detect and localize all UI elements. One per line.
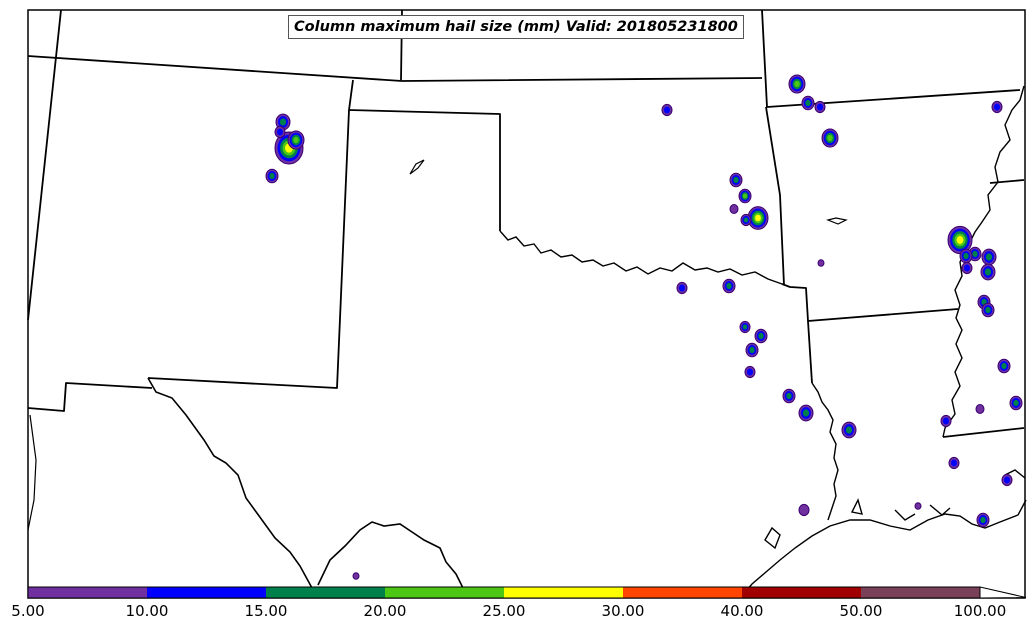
hail-cell xyxy=(265,168,279,184)
colorbar-segment xyxy=(504,587,623,598)
hail-cell xyxy=(821,128,839,148)
hail-cell xyxy=(754,328,768,344)
hail-cell xyxy=(788,74,806,94)
map-title: Column maximum hail size (mm) Valid: 201… xyxy=(288,15,744,39)
hail-cell xyxy=(739,320,751,334)
hail-cell xyxy=(729,204,739,214)
colorbar-tick-label: 25.00 xyxy=(482,602,526,620)
hail-cell xyxy=(729,172,743,188)
hail-cell xyxy=(940,414,952,428)
colorbar-segment xyxy=(28,587,147,598)
hail-cell xyxy=(782,388,796,404)
hail-cell xyxy=(798,503,810,517)
hail-cell xyxy=(740,213,752,227)
texas-boundary xyxy=(147,377,469,599)
colorbar xyxy=(27,586,1027,599)
colorbar-segment xyxy=(742,587,861,598)
colorbar-segment xyxy=(623,587,742,598)
hail-cell xyxy=(947,225,973,255)
hail-cell xyxy=(661,103,673,117)
colorbar-segment xyxy=(861,587,980,598)
hail-cell xyxy=(738,188,752,204)
state-boundaries xyxy=(27,9,1025,438)
colorbar-tick-label: 50.00 xyxy=(839,602,883,620)
hail-cell xyxy=(747,206,769,230)
hail-cell xyxy=(914,502,922,510)
gulf-coastline xyxy=(739,469,1027,599)
hail-cell xyxy=(976,512,990,528)
hail-cell xyxy=(274,125,286,139)
hail-cell xyxy=(997,358,1011,374)
colorbar-segment xyxy=(266,587,385,598)
hail-cell xyxy=(814,100,826,114)
hail-cell xyxy=(1009,395,1023,411)
colorbar-tick-label: 30.00 xyxy=(601,602,645,620)
hail-cell xyxy=(948,456,960,470)
lake-outlines xyxy=(27,159,848,531)
hail-cell xyxy=(980,263,996,281)
hail-cell xyxy=(745,342,759,358)
hail-cell xyxy=(959,248,973,264)
sabine-river xyxy=(811,382,839,521)
hail-cell xyxy=(1001,473,1013,487)
colorbar-segment xyxy=(147,587,266,598)
hail-cell xyxy=(991,100,1003,114)
hail-cell xyxy=(975,404,985,414)
hail-cell xyxy=(352,572,360,580)
hail-cells xyxy=(265,74,1023,580)
hail-cell xyxy=(817,259,825,267)
mississippi-river xyxy=(942,85,1025,438)
colorbar-tick-label: 15.00 xyxy=(244,602,288,620)
hail-cell xyxy=(676,281,688,295)
colorbar-tick-label: 10.00 xyxy=(125,602,169,620)
colorbar-segment xyxy=(385,587,504,598)
hail-cell xyxy=(981,248,997,266)
hail-cell xyxy=(722,278,736,294)
hail-cell xyxy=(287,130,305,150)
colorbar-tick-label: 20.00 xyxy=(363,602,407,620)
hail-cell xyxy=(744,365,756,379)
hail-cell xyxy=(841,421,857,439)
hail-cell xyxy=(801,95,815,111)
hail-cell xyxy=(981,302,995,318)
hail-cell xyxy=(798,404,814,422)
red-river xyxy=(499,230,783,285)
colorbar-tick-label: 100.00 xyxy=(953,602,1007,620)
colorbar-frame xyxy=(27,586,981,599)
colorbar-tick-label: 40.00 xyxy=(720,602,764,620)
colorbar-tick-label: 5.00 xyxy=(11,602,45,620)
hail-cell xyxy=(961,261,973,275)
